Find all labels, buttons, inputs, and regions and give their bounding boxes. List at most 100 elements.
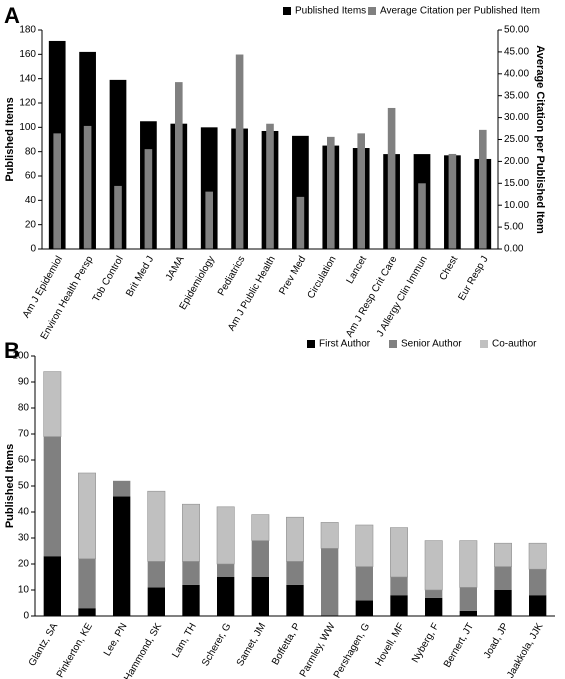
bar-segment (425, 597, 443, 616)
bar (200, 127, 218, 249)
bar-segment (251, 514, 270, 541)
y2-tick-label: 45.00 (504, 47, 529, 58)
y-tick-label: 180 (19, 25, 36, 36)
y2-tick-label: 35.00 (504, 90, 529, 101)
y-tick-label: 100 (12, 351, 29, 362)
bar-segment (494, 542, 512, 567)
bar-segment (286, 516, 304, 562)
x-tick-label: Eur Resp J (456, 254, 490, 302)
bar-segment (390, 527, 408, 578)
legend-swatch (480, 340, 488, 348)
bar-segment (529, 569, 547, 596)
y-tick-label: 120 (19, 98, 36, 109)
y2-tick-label: 30.00 (504, 112, 529, 123)
bar (109, 79, 127, 249)
legend-label: First Author (319, 339, 371, 350)
y-tick-label: 40 (18, 507, 30, 518)
bar-segment (494, 590, 512, 616)
y-tick-label: 70 (18, 429, 30, 440)
bar-segment (43, 556, 61, 616)
bar-segment (113, 480, 131, 497)
bar-secondary (53, 133, 61, 249)
bar-secondary (266, 123, 274, 249)
bar-segment (425, 590, 443, 598)
bar-secondary (357, 133, 365, 249)
bar-segment (459, 610, 477, 616)
bar-segment (43, 436, 61, 557)
y2-tick-label: 20.00 (504, 156, 529, 167)
bar-secondary (175, 82, 183, 249)
x-tick-label: Pediatrics (216, 254, 247, 298)
x-tick-label: Hammond, SK (122, 621, 164, 679)
bar-segment (182, 503, 200, 562)
bar-segment (355, 524, 374, 567)
bar-secondary (144, 149, 153, 249)
x-tick-label: JAMA (164, 254, 187, 283)
bar-segment (182, 561, 200, 585)
y-tick-label: 60 (18, 455, 30, 466)
x-tick-label: Hovell, MF (373, 621, 406, 668)
bar-segment (216, 506, 235, 565)
bar-segment (355, 566, 373, 601)
x-tick-label: Nyberg, F (410, 621, 441, 665)
bar-segment (390, 595, 408, 616)
x-tick-label: Jaakkola, JJK (505, 621, 546, 679)
y-tick-label: 100 (19, 122, 36, 133)
x-tick-label: Chest (438, 254, 461, 282)
y-tick-label: 0 (23, 611, 29, 622)
bar-segment (217, 577, 235, 616)
bar-segment (217, 564, 235, 577)
x-tick-label: Pershagen, G (332, 621, 372, 679)
bar-segment (113, 496, 131, 616)
bar-segment (182, 584, 200, 616)
bar-segment (43, 371, 62, 437)
y2-axis-title: Average Citation per Published Item (534, 45, 546, 234)
x-tick-label: Brit Med J (124, 254, 156, 298)
bar-secondary (448, 153, 457, 249)
bar-segment (320, 522, 339, 549)
bar-secondary (387, 107, 396, 250)
y2-tick-label: 0.00 (504, 244, 524, 255)
y-tick-label: 80 (18, 403, 30, 414)
x-tick-label: Boffetta, P (270, 621, 303, 667)
legend-label: Senior Author (401, 339, 462, 350)
bar (292, 135, 309, 249)
bar-segment (147, 587, 165, 616)
x-tick-label: Lam, TH (170, 621, 199, 660)
y2-tick-label: 25.00 (504, 134, 529, 145)
x-tick-label: Prev Med (277, 254, 308, 297)
bar-secondary (83, 125, 92, 249)
legend-label: Co-author (492, 339, 537, 350)
panel-label: A (4, 3, 20, 28)
bar-segment (251, 577, 269, 616)
x-tick-label: Circulation (306, 254, 339, 300)
y-tick-label: 10 (18, 585, 30, 596)
bar-segment (286, 584, 304, 616)
y-tick-label: 20 (25, 219, 37, 230)
legend-swatch (389, 340, 397, 348)
y-tick-label: 50 (18, 481, 30, 492)
bar-secondary (205, 191, 213, 249)
bar-segment (78, 558, 96, 609)
panel-label: B (4, 338, 20, 363)
y2-tick-label: 15.00 (504, 178, 529, 189)
legend-swatch (307, 340, 315, 348)
y-tick-label: 40 (25, 195, 37, 206)
y-tick-label: 140 (19, 73, 36, 84)
y-axis-title: Published Items (4, 444, 16, 528)
x-tick-label: Samet, JM (235, 621, 268, 668)
y-tick-label: 80 (25, 146, 37, 157)
bar-secondary (235, 54, 244, 249)
bar-secondary (418, 183, 426, 249)
legend-swatch (283, 7, 291, 15)
x-tick-label: Joad, JP (482, 621, 511, 660)
x-tick-label: Pinkerton, KE (55, 621, 95, 679)
legend-label: Published Items (295, 6, 366, 17)
bar-segment (529, 595, 547, 616)
bar-segment (147, 561, 165, 588)
y-tick-label: 90 (18, 377, 30, 388)
x-tick-label: Parmley, WW (298, 621, 338, 679)
y-tick-label: 20 (18, 559, 30, 570)
x-tick-label: Bernert, JT (442, 621, 476, 669)
